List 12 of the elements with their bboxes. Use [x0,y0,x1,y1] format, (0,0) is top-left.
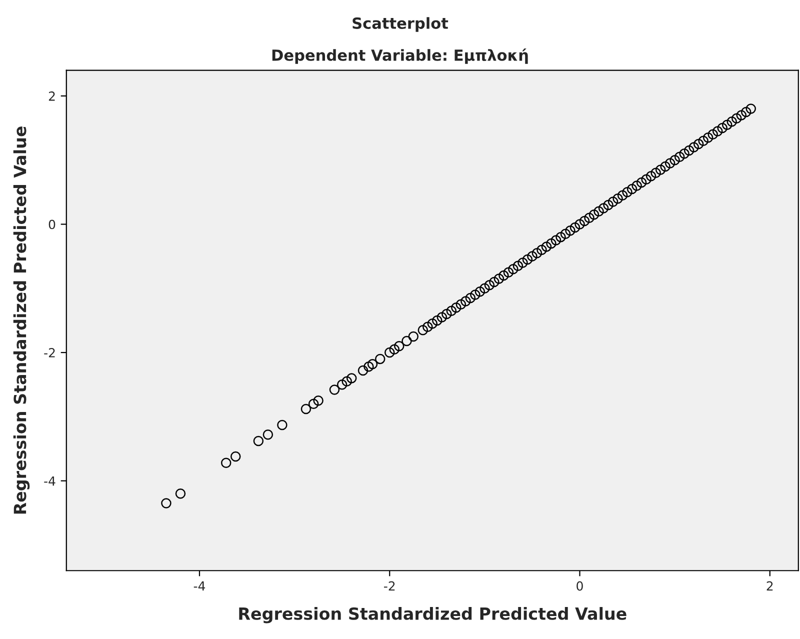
chart-subtitle: Dependent Variable: Εμπλοκή [272,48,528,64]
y-tick-label: 2 [48,91,55,101]
x-tick-label: 0 [576,581,583,591]
x-tick-label: 2 [766,581,773,591]
chart-title: Scatterplot [352,17,448,32]
x-tick-label: -2 [384,581,395,591]
y-tick-label: 0 [48,220,56,230]
y-tick-label: -2 [44,348,55,358]
x-tick-label: -4 [194,581,206,591]
y-tick-label: -4 [44,476,56,486]
y-axis-title: Regression Standardized Predicted Value [13,126,30,514]
x-axis-title: Regression Standardized Predicted Value [239,607,626,624]
